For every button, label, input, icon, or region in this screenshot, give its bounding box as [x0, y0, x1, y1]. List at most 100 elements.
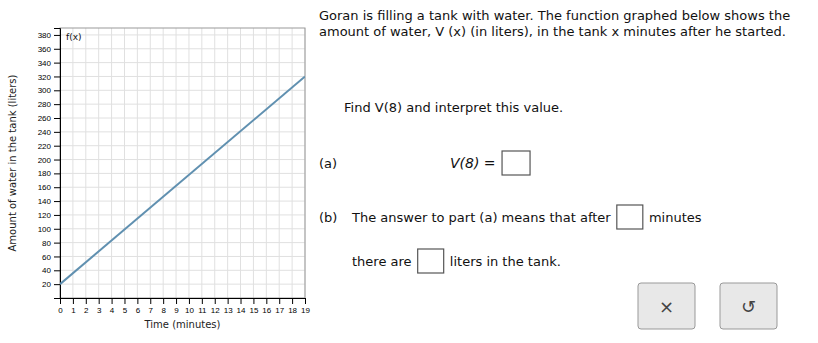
x-tick-label: 2: [84, 306, 89, 315]
x-tick: 4: [110, 298, 115, 315]
x-tick-label: 18: [288, 306, 297, 315]
x-tick-label: 16: [262, 306, 271, 315]
line: [60, 76, 305, 284]
grid-line-x: [292, 28, 293, 298]
grid-line-x: [163, 28, 164, 298]
x-tick: 8: [161, 298, 166, 315]
x-tick: 13: [224, 298, 233, 315]
y-tick: 160: [38, 183, 60, 192]
clear-button-bg[interactable]: [638, 283, 695, 329]
grid-line-x: [227, 28, 228, 298]
y-tick-mark: [54, 118, 60, 119]
grid-line-x: [279, 28, 280, 298]
sentence-text: liters in the tank.: [446, 254, 561, 269]
x-tick-label: 5: [123, 306, 128, 315]
x-tick-label: 9: [174, 306, 179, 315]
x-tick-label: 19: [301, 306, 310, 315]
x-tick-mark: [124, 298, 125, 304]
y-tick-label: 160: [38, 183, 52, 192]
x-tick-label: 17: [275, 306, 284, 315]
x-tick-label: 12: [211, 306, 220, 315]
x-tick-label: 6: [136, 306, 141, 315]
x-tick: 7: [149, 298, 154, 315]
plot-frame: [60, 28, 305, 298]
x-tick-mark: [253, 298, 254, 304]
y-tick: 180: [38, 169, 60, 178]
grid-line-y: [60, 201, 305, 202]
x-axis-line: [61, 299, 306, 305]
x-tick-label: 15: [249, 306, 258, 315]
y-tick-mark: [54, 173, 60, 174]
y-tick-mark: [54, 132, 60, 133]
answer-box-minutes[interactable]: [617, 205, 643, 229]
undo-button[interactable]: ↺: [720, 283, 777, 329]
y-tick: 100: [38, 225, 60, 234]
y-tick-mark: [54, 146, 60, 147]
undo-button-bg[interactable]: [720, 283, 777, 329]
x-tick-mark: [112, 298, 113, 304]
x-tick: 11: [198, 298, 207, 315]
x-tick-mark: [202, 298, 203, 304]
answer-box-a[interactable]: [502, 151, 530, 175]
part-a-label: (a): [319, 156, 337, 171]
x-tick-mark: [279, 298, 280, 304]
grid-line-y: [60, 34, 305, 35]
x-tick: 1: [71, 298, 76, 315]
x-tick: 9: [174, 298, 179, 315]
x-tick-mark: [292, 298, 293, 304]
grid-line-x: [214, 28, 215, 298]
y-axis-line: [54, 29, 61, 299]
y-tick-mark: [54, 256, 60, 257]
y-tick-label: 180: [38, 169, 52, 178]
grid-line-y: [60, 131, 305, 132]
grid-line-x: [124, 28, 125, 298]
x-tick: 0: [58, 298, 63, 315]
grid-line-x: [72, 28, 73, 298]
y-axis-title: Amount of water in the tank (liters): [7, 74, 18, 251]
x-axis: 012345678910111213141516171819: [58, 298, 310, 315]
x-tick-label: 14: [237, 306, 246, 315]
x-axis-title: Time (minutes): [144, 319, 221, 330]
y-tick-mark: [54, 160, 60, 161]
y-tick-label: 60: [42, 253, 51, 262]
x-tick-mark: [266, 298, 267, 304]
x-tick-label: 0: [58, 306, 63, 315]
y-tick-mark: [54, 76, 60, 77]
grid-line-y: [60, 284, 305, 285]
y-tick: 300: [38, 86, 60, 95]
x-tick: 16: [262, 298, 271, 315]
y-tick: 260: [38, 114, 60, 123]
answer-box-liters[interactable]: [418, 249, 444, 273]
grid-line-x: [266, 28, 267, 298]
y-tick: 20: [42, 280, 60, 289]
y-tick-mark: [54, 270, 60, 271]
y-tick-label: 220: [38, 142, 52, 151]
plot-area: [60, 76, 305, 284]
grid-line-x: [111, 28, 112, 298]
grid-line-y: [60, 118, 305, 119]
x-tick-label: 8: [161, 306, 166, 315]
grid-line-y: [60, 145, 305, 146]
y-tick-mark: [54, 35, 60, 36]
x-tick-mark: [228, 298, 229, 304]
x-tick: 12: [211, 298, 220, 315]
undo-button-icon[interactable]: ↺: [741, 296, 756, 317]
y-tick: 340: [38, 59, 60, 68]
clear-button-icon[interactable]: ×: [659, 296, 674, 317]
grid-line-x: [137, 28, 138, 298]
x-tick-label: 10: [185, 306, 194, 315]
grid-line-y: [60, 228, 305, 229]
y-tick-mark: [54, 243, 60, 244]
y-tick-label: 200: [38, 156, 52, 165]
x-tick-mark: [215, 298, 216, 304]
y-tick-label: 120: [38, 211, 52, 220]
x-tick: 17: [275, 298, 284, 315]
grid: [60, 28, 305, 298]
chart: 0123456789101112131415161718192040608010…: [0, 0, 818, 343]
y-tick-label: 80: [42, 239, 51, 248]
y-tick-mark: [54, 215, 60, 216]
y-tick: 120: [38, 211, 60, 220]
grid-line-y: [60, 242, 305, 243]
y-axis: 2040608010012014016018020022024026028030…: [38, 29, 61, 299]
clear-button[interactable]: ×: [638, 283, 695, 329]
